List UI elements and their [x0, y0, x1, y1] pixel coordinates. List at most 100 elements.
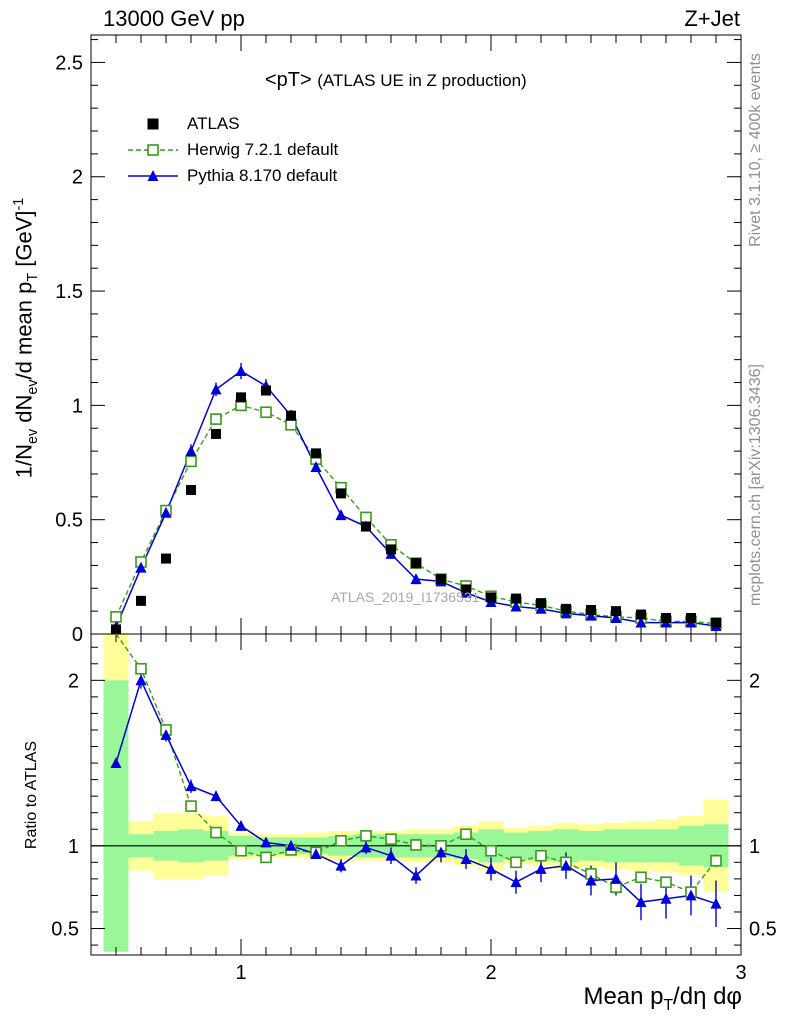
- y-tick-label: 0: [72, 624, 83, 646]
- pythia-ratio-point: [435, 846, 447, 858]
- herwig-point: [210, 413, 222, 425]
- herwig-point: [260, 406, 272, 419]
- atlas-point: [561, 603, 571, 614]
- atlas-point: [361, 521, 371, 532]
- pythia-ratio-point: [460, 853, 472, 864]
- pythia-ratio-point: [560, 859, 572, 871]
- pythia-point: [410, 573, 422, 585]
- pythia-point: [510, 600, 522, 612]
- pythia-point: [535, 602, 547, 614]
- pythia-ratio-point: [585, 874, 597, 886]
- ratio-band-outer: [103, 634, 729, 952]
- pythia-ratio-point: [285, 839, 297, 851]
- pythia-ratio-point: [410, 869, 422, 881]
- pythia-point: [185, 445, 197, 457]
- atlas-point: [186, 484, 196, 495]
- ratio-y-tick-label-right: 0.5: [749, 919, 777, 941]
- pythia-ratio-point: [110, 757, 122, 769]
- pythia-ratio-point: [385, 849, 397, 861]
- legend-label-herwig: Herwig 7.2.1 default: [187, 140, 339, 159]
- herwig-point: [110, 611, 122, 623]
- x-tick-label: 3: [735, 962, 746, 984]
- pythia-ratio-point: [335, 859, 347, 871]
- pythia-ratio-point: [185, 780, 197, 792]
- legend-label-atlas: ATLAS: [187, 114, 240, 133]
- atlas-point: [461, 584, 471, 595]
- pythia-point: [210, 383, 222, 395]
- pythia-ratio-point: [510, 876, 522, 888]
- herwig-point: [185, 455, 197, 468]
- pythia-ratio-point: [135, 674, 147, 686]
- legend-marker-atlas: [147, 118, 159, 130]
- herwig-ratio-point: [210, 826, 222, 839]
- herwig-ratio-point: [410, 839, 422, 851]
- atlas-point: [211, 428, 221, 439]
- y-tick-label: 1: [72, 395, 83, 417]
- x-tick-label: 2: [485, 962, 496, 984]
- herwig-ratio-point: [335, 835, 347, 847]
- pythia-point: [335, 509, 347, 521]
- atlas-point: [136, 595, 146, 606]
- ratio-y-tick-label: 1: [68, 836, 79, 858]
- pythia-point: [310, 461, 322, 473]
- atlas-point: [511, 593, 521, 604]
- header-left: 13000 GeV pp: [103, 6, 245, 31]
- y-axis-label-ratio: Ratio to ATLAS: [23, 740, 40, 850]
- x-tick-label: 1: [235, 962, 246, 984]
- atlas-point: [586, 604, 596, 615]
- pythia-ratio-point: [485, 863, 497, 874]
- pythia-point: [235, 365, 247, 377]
- pythia-ratio-point: [535, 863, 547, 874]
- header-right: Z+Jet: [684, 6, 740, 31]
- atlas-point: [286, 410, 296, 421]
- pythia-point: [635, 616, 647, 628]
- pythia-point: [160, 506, 172, 518]
- pythia-ratio-point: [710, 897, 722, 909]
- herwig-ratio-point: [385, 833, 397, 845]
- herwig-point: [285, 419, 297, 431]
- atlas-point: [386, 544, 396, 555]
- x-axis-label: Mean pT/dη dφ: [583, 983, 742, 1014]
- ratio-y-tick-label: 2: [68, 670, 79, 692]
- pythia-ratio-point: [360, 841, 372, 853]
- herwig-ratio-point: [135, 662, 147, 675]
- herwig-ratio-point: [510, 856, 522, 869]
- atlas-point: [236, 392, 246, 403]
- pythia-ratio-point: [260, 836, 272, 848]
- pythia-ratio-point: [635, 896, 647, 908]
- herwig-ratio-point: [185, 800, 197, 812]
- atlas-point: [636, 609, 646, 620]
- pythia-ratio-point: [660, 892, 672, 904]
- atlas-point: [336, 488, 346, 499]
- pythia-ratio-point: [610, 872, 622, 884]
- y-tick-label: 2.5: [55, 52, 83, 74]
- ratio-y-tick-label-right: 1: [749, 836, 760, 858]
- pythia-point: [585, 609, 597, 621]
- plot-title-main: <pT>: [265, 69, 312, 91]
- mcplots-info: mcplots.cern.ch [arXiv:1306.3436]: [747, 364, 764, 606]
- herwig-ratio-point: [360, 830, 372, 842]
- atlas-point: [611, 606, 621, 617]
- atlas-point: [686, 612, 696, 623]
- atlas-point: [436, 574, 446, 585]
- y-tick-label: 2: [72, 167, 83, 189]
- herwig-ratio-point: [635, 871, 647, 884]
- legend-markers: [128, 118, 178, 181]
- analysis-watermark: ATLAS_2019_I1736531: [331, 589, 480, 605]
- pythia-point: [610, 612, 622, 623]
- atlas-point: [711, 617, 721, 628]
- herwig-ratio-point: [460, 828, 472, 841]
- atlas-point: [486, 592, 496, 603]
- legend-marker-herwig: [147, 144, 159, 156]
- plot-title-sub: (ATLAS UE in Z production): [317, 71, 527, 90]
- herwig-ratio-point: [535, 849, 547, 862]
- pythia-ratio-point: [210, 790, 222, 802]
- atlas-point: [536, 598, 546, 609]
- atlas-point: [311, 448, 321, 459]
- herwig-ratio-point: [235, 844, 247, 857]
- legend-marker-pythia: [147, 170, 159, 181]
- atlas-point: [161, 553, 171, 564]
- ratio-panel: 1 2 30.5 0.51 12 2: [51, 633, 777, 984]
- herwig-ratio-point: [710, 854, 722, 867]
